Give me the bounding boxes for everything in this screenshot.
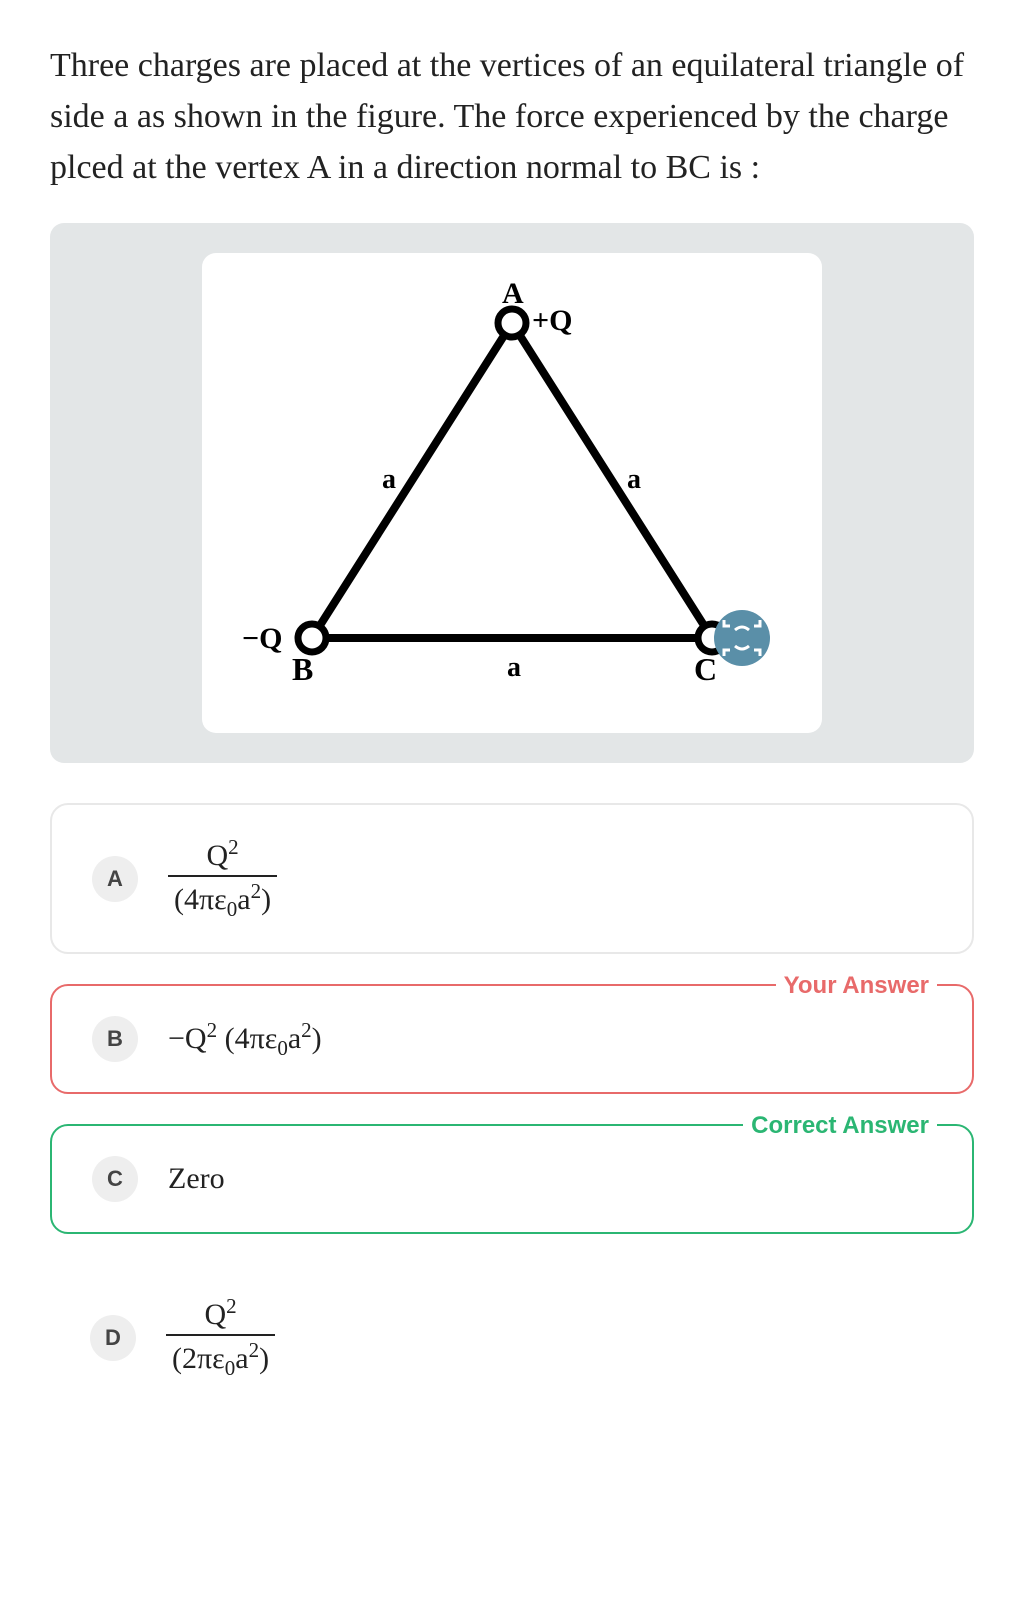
your-answer-tag: Your Answer (776, 972, 937, 1000)
label-c: C (694, 651, 717, 687)
option-b[interactable]: Your Answer B −Q2 (4πε0a2) (50, 984, 974, 1094)
label-qb: −Q (242, 622, 282, 655)
overlay-icon-bg (714, 610, 770, 666)
side-bc: a (507, 652, 521, 683)
option-d-num: Q2 (166, 1294, 275, 1336)
option-a[interactable]: A Q2 (4πε0a2) (50, 803, 974, 954)
triangle-svg: A +Q −Q B C a a a (232, 268, 792, 718)
vertex-b (298, 624, 326, 652)
label-a: A (502, 277, 524, 310)
option-b-letter: B (92, 1016, 138, 1062)
triangle-figure: A +Q −Q B C a a a (202, 253, 822, 733)
vertex-a (498, 309, 526, 337)
option-d-text: Q2 (2πε0a2) (166, 1294, 275, 1381)
side-ab: a (382, 464, 396, 495)
option-c-letter: C (92, 1156, 138, 1202)
option-d-den: (2πε0a2) (166, 1336, 275, 1381)
option-d[interactable]: D Q2 (2πε0a2) (50, 1264, 974, 1381)
option-d-letter: D (90, 1315, 136, 1361)
option-a-num: Q2 (168, 835, 277, 877)
option-a-letter: A (92, 856, 138, 902)
side-ac: a (627, 464, 641, 495)
triangle-shape (312, 323, 712, 638)
figure-container: A +Q −Q B C a a a (50, 223, 974, 763)
question-text: Three charges are placed at the vertices… (50, 40, 974, 193)
correct-answer-tag: Correct Answer (743, 1112, 937, 1140)
label-b: B (292, 651, 313, 687)
label-qa: +Q (532, 304, 572, 337)
option-b-text: −Q2 (4πε0a2) (168, 1018, 322, 1061)
option-c[interactable]: Correct Answer C Zero (50, 1124, 974, 1234)
option-a-text: Q2 (4πε0a2) (168, 835, 277, 922)
option-c-text: Zero (168, 1162, 225, 1196)
option-a-den: (4πε0a2) (168, 877, 277, 922)
